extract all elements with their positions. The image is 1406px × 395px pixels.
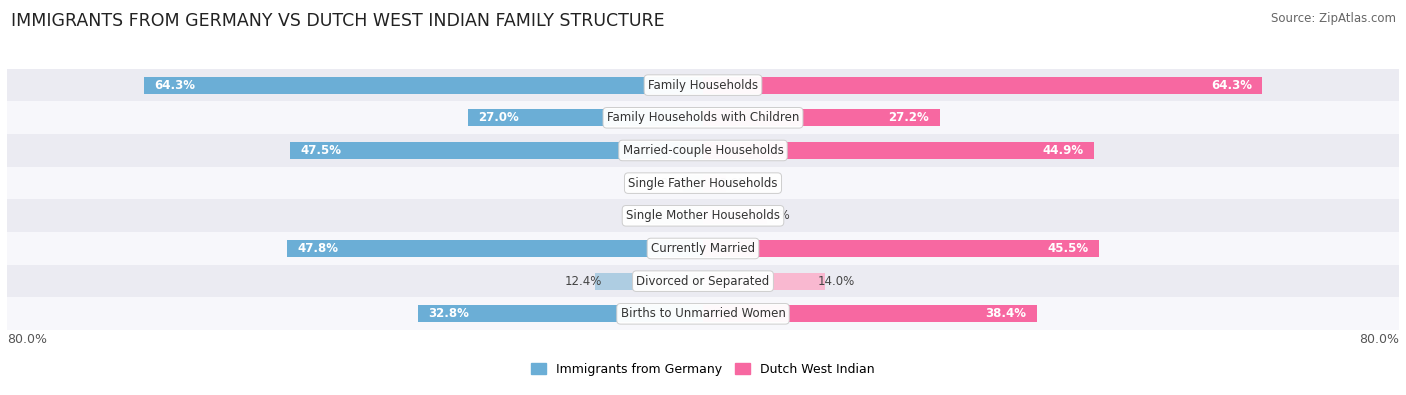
Bar (703, 175, 725, 192)
Bar (595, 273, 703, 290)
Bar (683, 175, 703, 192)
Text: Source: ZipAtlas.com: Source: ZipAtlas.com (1271, 12, 1396, 25)
Bar (7, 232, 1399, 265)
Bar (703, 240, 1099, 257)
Text: Currently Married: Currently Married (651, 242, 755, 255)
Bar (418, 305, 703, 322)
Text: 47.8%: 47.8% (298, 242, 339, 255)
Text: 44.9%: 44.9% (1042, 144, 1083, 157)
Text: 32.8%: 32.8% (427, 307, 470, 320)
Bar (703, 207, 766, 224)
Text: 38.4%: 38.4% (986, 307, 1026, 320)
Text: Births to Unmarried Women: Births to Unmarried Women (620, 307, 786, 320)
Text: 27.0%: 27.0% (478, 111, 519, 124)
Text: Single Mother Households: Single Mother Households (626, 209, 780, 222)
Text: 14.0%: 14.0% (818, 275, 855, 288)
Bar (703, 109, 939, 126)
Text: Family Households with Children: Family Households with Children (607, 111, 799, 124)
Text: 12.4%: 12.4% (565, 275, 602, 288)
Text: 64.3%: 64.3% (155, 79, 195, 92)
Text: 45.5%: 45.5% (1047, 242, 1088, 255)
Bar (287, 240, 703, 257)
Text: 80.0%: 80.0% (7, 333, 46, 346)
Text: Divorced or Separated: Divorced or Separated (637, 275, 769, 288)
Text: 2.6%: 2.6% (718, 177, 748, 190)
Bar (143, 77, 703, 94)
Bar (703, 273, 825, 290)
Text: Single Father Households: Single Father Households (628, 177, 778, 190)
Text: IMMIGRANTS FROM GERMANY VS DUTCH WEST INDIAN FAMILY STRUCTURE: IMMIGRANTS FROM GERMANY VS DUTCH WEST IN… (11, 12, 665, 30)
Bar (650, 207, 703, 224)
Text: 47.5%: 47.5% (301, 144, 342, 157)
Text: 27.2%: 27.2% (889, 111, 929, 124)
Text: 6.1%: 6.1% (627, 209, 657, 222)
Bar (7, 297, 1399, 330)
Bar (7, 167, 1399, 199)
Bar (7, 102, 1399, 134)
Text: 2.3%: 2.3% (661, 177, 690, 190)
Text: 64.3%: 64.3% (1211, 79, 1251, 92)
Bar (7, 69, 1399, 102)
Bar (468, 109, 703, 126)
Legend: Immigrants from Germany, Dutch West Indian: Immigrants from Germany, Dutch West Indi… (531, 363, 875, 376)
Text: 80.0%: 80.0% (1360, 333, 1399, 346)
Bar (703, 142, 1094, 159)
Text: 7.3%: 7.3% (759, 209, 789, 222)
Bar (7, 199, 1399, 232)
Bar (7, 265, 1399, 297)
Text: Family Households: Family Households (648, 79, 758, 92)
Bar (7, 134, 1399, 167)
Bar (703, 77, 1263, 94)
Text: Married-couple Households: Married-couple Households (623, 144, 783, 157)
Bar (290, 142, 703, 159)
Bar (703, 305, 1038, 322)
